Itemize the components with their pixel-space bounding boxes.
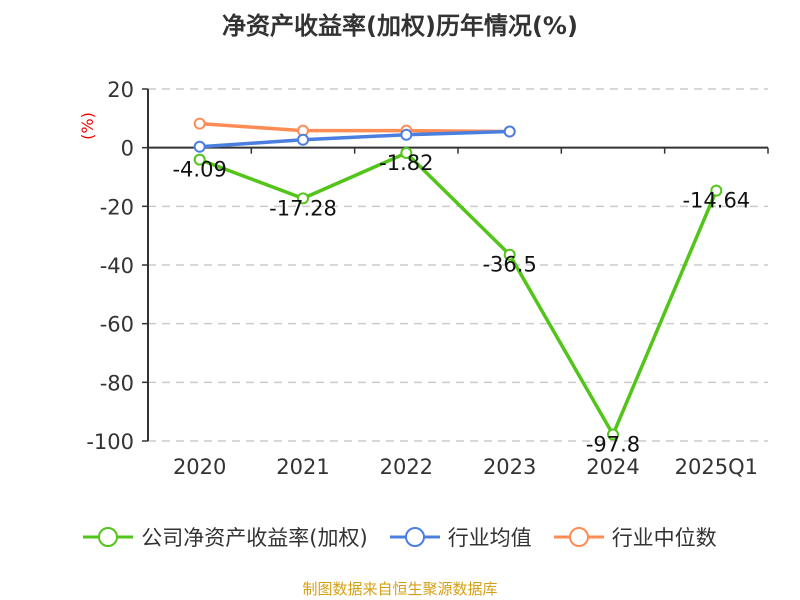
x-tick-label: 2025Q1: [675, 455, 758, 479]
y-tick-label: -100: [86, 430, 134, 454]
data-label: -17.28: [269, 196, 337, 220]
y-tick-label: 0: [121, 137, 134, 161]
legend-item[interactable]: 行业中位数: [553, 522, 717, 552]
data-point: [503, 248, 516, 261]
data-point: [400, 147, 413, 160]
x-tick-label: 2023: [483, 455, 536, 479]
data-point: [297, 133, 309, 146]
x-tick-label: 2024: [586, 455, 639, 479]
x-tick-label: 2020: [173, 455, 226, 479]
y-tick-label: -60: [100, 313, 134, 337]
legend-marker-icon: [553, 527, 604, 547]
data-point: [503, 125, 516, 138]
y-tick-label: -80: [100, 371, 134, 395]
y-tick-label: -20: [100, 195, 134, 219]
legend-label: 行业均值: [447, 526, 532, 550]
data-point: [710, 184, 723, 197]
data-point: [607, 428, 619, 441]
data-label: -1.82: [379, 151, 433, 175]
chart-title: 净资产收益率(加权)历年情况(%): [222, 12, 578, 40]
x-tick-label: 2021: [276, 455, 329, 479]
legend-marker-icon: [83, 527, 134, 547]
legend-label: 公司净资产收益率(加权): [141, 526, 368, 550]
legend-label: 行业中位数: [611, 526, 717, 550]
data-label: -14.64: [682, 189, 750, 213]
y-tick-label: -40: [100, 254, 134, 278]
data-point: [193, 153, 206, 166]
series-line: [199, 121, 510, 134]
y-axis-label: (%): [78, 112, 97, 140]
y-tick-label: 20: [107, 78, 134, 102]
source-note: 制图数据来自恒生聚源数据库: [302, 580, 498, 598]
legend-item[interactable]: 行业均值: [389, 522, 532, 552]
series-line: [199, 151, 718, 437]
data-point: [400, 128, 413, 141]
data-label: -4.09: [172, 158, 226, 182]
legend-item[interactable]: 公司净资产收益率(加权): [83, 522, 368, 552]
series-line: [199, 129, 510, 149]
data-label: -97.8: [586, 433, 640, 457]
legend-marker-icon: [389, 527, 440, 547]
data-point: [193, 140, 206, 153]
x-tick-label: 2022: [380, 455, 433, 479]
data-label: -36.5: [482, 253, 536, 277]
data-point: [193, 117, 206, 130]
data-point: [297, 192, 309, 205]
legend: 公司净资产收益率(加权) 行业均值 行业中位数: [0, 522, 800, 552]
